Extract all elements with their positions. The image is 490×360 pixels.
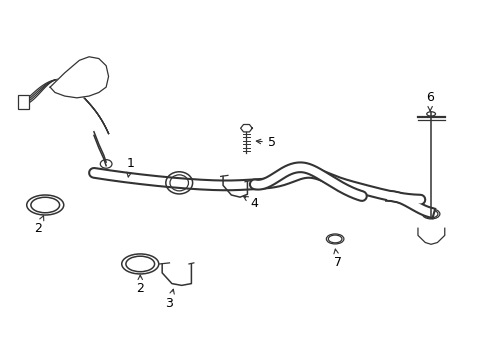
- FancyBboxPatch shape: [19, 95, 29, 109]
- Text: 5: 5: [256, 136, 276, 149]
- Text: 1: 1: [126, 157, 134, 177]
- Polygon shape: [241, 125, 252, 132]
- Text: 6: 6: [426, 91, 434, 111]
- Text: 2: 2: [34, 216, 44, 235]
- Polygon shape: [50, 57, 109, 98]
- Text: 7: 7: [334, 249, 342, 269]
- Text: 2: 2: [136, 275, 144, 296]
- Text: 3: 3: [166, 289, 174, 310]
- Text: 4: 4: [244, 197, 259, 210]
